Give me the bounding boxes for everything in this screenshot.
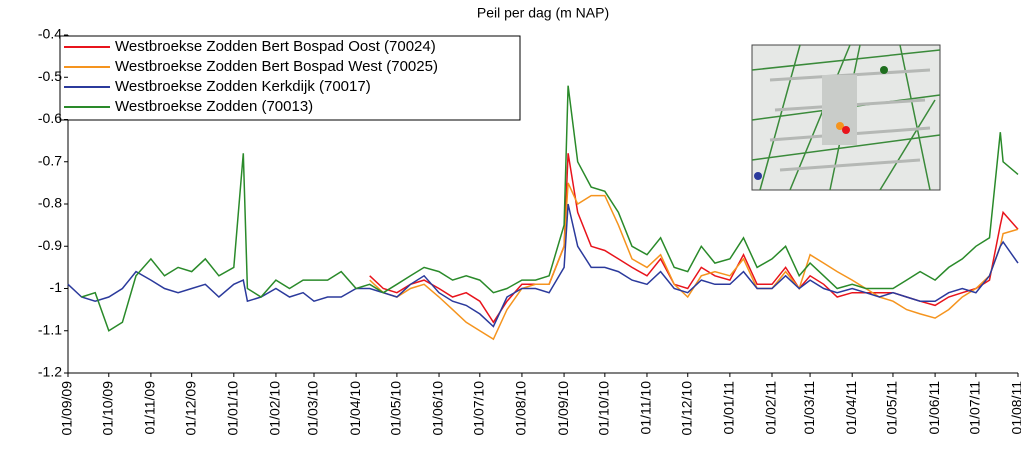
x-tick-label: 01/11/09 bbox=[142, 381, 158, 435]
map-block bbox=[822, 75, 857, 145]
x-tick-label: 01/02/10 bbox=[267, 381, 283, 436]
y-tick-label: -1.2 bbox=[38, 364, 62, 380]
y-tick-label: -0.7 bbox=[38, 152, 62, 168]
x-tick-label: 01/05/10 bbox=[388, 381, 404, 436]
x-tick-label: 01/01/11 bbox=[721, 381, 737, 435]
x-tick-label: 01/03/11 bbox=[801, 381, 817, 435]
x-tick-label: 01/12/09 bbox=[182, 381, 198, 436]
chart-title: Peil per dag (m NAP) bbox=[477, 5, 609, 21]
x-tick-label: 01/02/11 bbox=[763, 381, 779, 435]
page: {"chart_data": {"type": "line", "title":… bbox=[0, 0, 1021, 454]
x-tick-label: 01/01/10 bbox=[225, 381, 241, 436]
chart: Peil per dag (m NAP) Westbroekse Zodden … bbox=[0, 0, 1021, 454]
legend-label: Westbroekse Zodden Bert Bospad Oost (700… bbox=[115, 38, 436, 55]
x-tick-label: 01/06/10 bbox=[430, 381, 446, 436]
y-tick-label: -0.9 bbox=[38, 237, 62, 253]
x-tick-label: 01/09/10 bbox=[555, 381, 571, 436]
legend: Westbroekse Zodden Bert Bospad Oost (700… bbox=[60, 36, 520, 120]
map-dot bbox=[880, 66, 888, 74]
map-inset bbox=[752, 45, 940, 190]
x-tick-label: 01/07/11 bbox=[967, 381, 983, 435]
x-tick-label: 01/10/09 bbox=[99, 381, 115, 436]
x-tick-label: 01/03/10 bbox=[305, 381, 321, 436]
x-tick-label: 01/08/11 bbox=[1009, 381, 1021, 435]
y-tick-label: -0.5 bbox=[38, 68, 62, 84]
legend-label: Westbroekse Zodden (70013) bbox=[115, 98, 313, 115]
x-tick-label: 01/08/10 bbox=[513, 381, 529, 436]
x-tick-label: 01/04/10 bbox=[347, 381, 363, 436]
x-tick-label: 01/11/10 bbox=[638, 381, 654, 435]
y-tick-label: -0.6 bbox=[38, 110, 62, 126]
map-dot bbox=[754, 172, 762, 180]
x-tick-label: 01/04/11 bbox=[843, 381, 859, 435]
x-tick-label: 01/06/11 bbox=[926, 381, 942, 435]
legend-label: Westbroekse Zodden Kerkdijk (70017) bbox=[115, 78, 371, 95]
x-tick-label: 01/12/10 bbox=[678, 381, 694, 436]
y-tick-label: -1.1 bbox=[38, 321, 62, 337]
x-tick-label: 01/07/10 bbox=[471, 381, 487, 436]
map-dot bbox=[842, 126, 850, 134]
x-tick-label: 01/09/09 bbox=[59, 381, 75, 436]
x-tick-label: 01/05/11 bbox=[884, 381, 900, 435]
y-tick-label: -0.8 bbox=[38, 195, 62, 211]
y-tick-label: -0.4 bbox=[38, 26, 62, 42]
x-tick-label: 01/10/10 bbox=[596, 381, 612, 436]
y-tick-label: -1 bbox=[50, 279, 63, 295]
legend-label: Westbroekse Zodden Bert Bospad West (700… bbox=[115, 58, 438, 75]
